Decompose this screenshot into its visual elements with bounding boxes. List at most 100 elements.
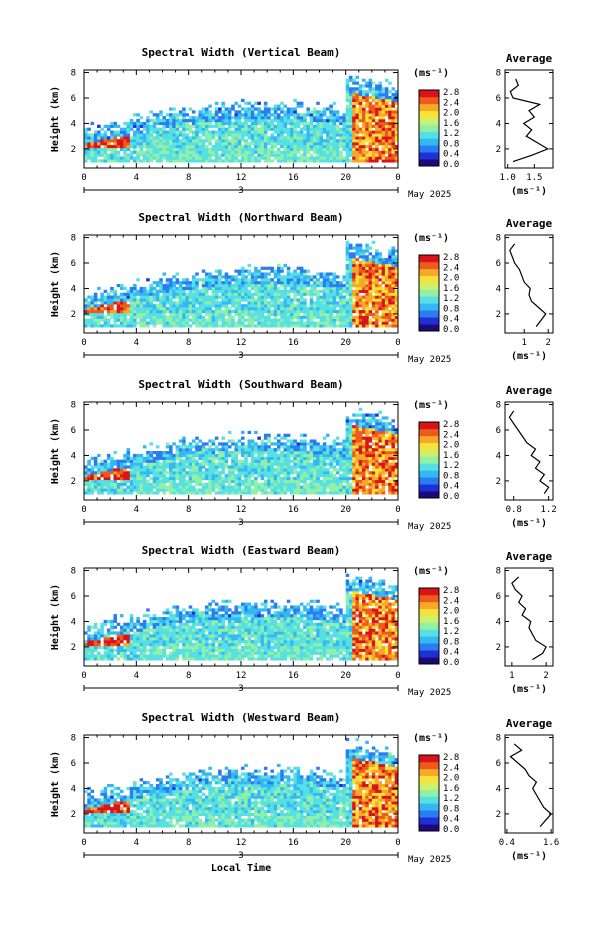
heatmap-cell	[257, 448, 261, 452]
heatmap-cell	[129, 304, 134, 308]
heatmap-cell	[273, 471, 278, 475]
heatmap-cell	[335, 147, 340, 151]
heatmap-cell	[136, 121, 140, 126]
heatmap-cell	[355, 295, 360, 299]
heatmap-cell	[178, 133, 183, 137]
heatmap-cell	[358, 87, 363, 91]
heatmap-cell	[237, 307, 242, 311]
heatmap-cell	[316, 121, 320, 126]
heatmap-cell	[257, 471, 261, 475]
heatmap-cell	[195, 127, 199, 131]
heatmap-cell	[110, 468, 114, 472]
heatmap-cell	[345, 445, 350, 449]
heatmap-cell	[201, 307, 206, 311]
heatmap-cell	[326, 318, 330, 322]
heatmap-cell	[195, 136, 199, 140]
heatmap-cell	[172, 471, 176, 475]
heatmap-cell	[342, 127, 346, 131]
heatmap-cell	[332, 139, 337, 143]
heatmap-cell	[231, 124, 235, 128]
heatmap-cell	[394, 272, 399, 276]
heatmap-cell	[155, 298, 160, 302]
heatmap-cell	[100, 315, 104, 319]
heatmap-cell	[394, 147, 399, 151]
heatmap-cell	[250, 116, 255, 120]
heatmap-cell	[159, 451, 163, 455]
heatmap-cell	[93, 144, 98, 149]
heatmap-cell	[205, 281, 209, 285]
heatmap-cell	[368, 110, 373, 114]
heatmap-cell	[303, 116, 307, 120]
heatmap-cell	[93, 482, 98, 486]
heatmap-cell	[205, 301, 209, 305]
heatmap-cell	[227, 156, 232, 160]
heatmap-cell	[142, 136, 147, 140]
heatmap-cell	[195, 124, 199, 128]
heatmap-cell	[221, 124, 225, 128]
heatmap-cell	[139, 307, 144, 311]
heatmap-cell	[388, 266, 392, 270]
heatmap-cell	[365, 292, 369, 296]
heatmap-cell	[100, 479, 104, 483]
heatmap-cell	[283, 275, 288, 279]
heatmap-cell	[345, 462, 350, 466]
heatmap-cell	[119, 324, 124, 328]
heatmap-cell	[218, 471, 222, 475]
heatmap-cell	[263, 281, 268, 285]
heatmap-cell	[90, 474, 95, 478]
heatmap-cell	[97, 307, 101, 311]
heatmap-cell	[329, 479, 333, 483]
heatmap-cell	[129, 286, 134, 291]
heatmap-cell	[322, 315, 327, 319]
heatmap-cell	[290, 124, 294, 128]
heatmap-cell	[260, 119, 265, 123]
heatmap-cell	[152, 476, 157, 481]
heatmap-cell	[388, 139, 392, 143]
heatmap-cell	[211, 479, 216, 483]
heatmap-cell	[348, 113, 353, 117]
heatmap-cell	[231, 107, 235, 111]
heatmap-cell	[182, 321, 186, 325]
heatmap-cell	[365, 286, 369, 291]
heatmap-cell	[283, 153, 288, 157]
heatmap-cell	[195, 156, 199, 160]
heatmap-cell	[241, 312, 245, 316]
heatmap-cell	[260, 445, 265, 449]
heatmap-cell	[388, 252, 392, 256]
heatmap-cell	[384, 136, 389, 140]
heatmap-cell	[260, 474, 265, 478]
heatmap-cell	[188, 144, 193, 149]
heatmap-cell	[283, 462, 288, 466]
heatmap-cell	[322, 491, 327, 495]
heatmap-cell	[355, 156, 360, 160]
heatmap-cell	[348, 278, 353, 282]
heatmap-cell	[384, 90, 389, 94]
heatmap-cell	[345, 110, 350, 114]
heatmap-cell	[133, 324, 137, 328]
heatmap-cell	[123, 488, 127, 492]
heatmap-cell	[97, 468, 101, 472]
heatmap-cell	[201, 292, 206, 296]
heatmap-cell	[326, 159, 330, 163]
heatmap-cell	[322, 284, 327, 288]
heatmap-cell	[123, 468, 127, 472]
heatmap-cell	[345, 275, 350, 279]
heatmap-cell	[326, 476, 330, 481]
heatmap-cell	[316, 136, 320, 140]
heatmap-cell	[299, 324, 304, 328]
heatmap-cell	[339, 456, 343, 460]
heatmap-cell	[119, 133, 124, 137]
heatmap-cell	[362, 422, 366, 426]
heatmap-cell	[227, 439, 232, 443]
heatmap-cell	[332, 133, 337, 137]
heatmap-cell	[169, 468, 173, 472]
heatmap-cell	[119, 295, 124, 299]
heatmap-cell	[254, 451, 258, 455]
heatmap-cell	[254, 101, 258, 105]
heatmap-cell	[342, 318, 346, 322]
heatmap-cell	[303, 150, 307, 154]
heatmap-cell	[365, 81, 369, 85]
heatmap-cell	[205, 121, 209, 126]
heatmap-cell	[345, 116, 350, 120]
heatmap-cell	[87, 474, 91, 478]
